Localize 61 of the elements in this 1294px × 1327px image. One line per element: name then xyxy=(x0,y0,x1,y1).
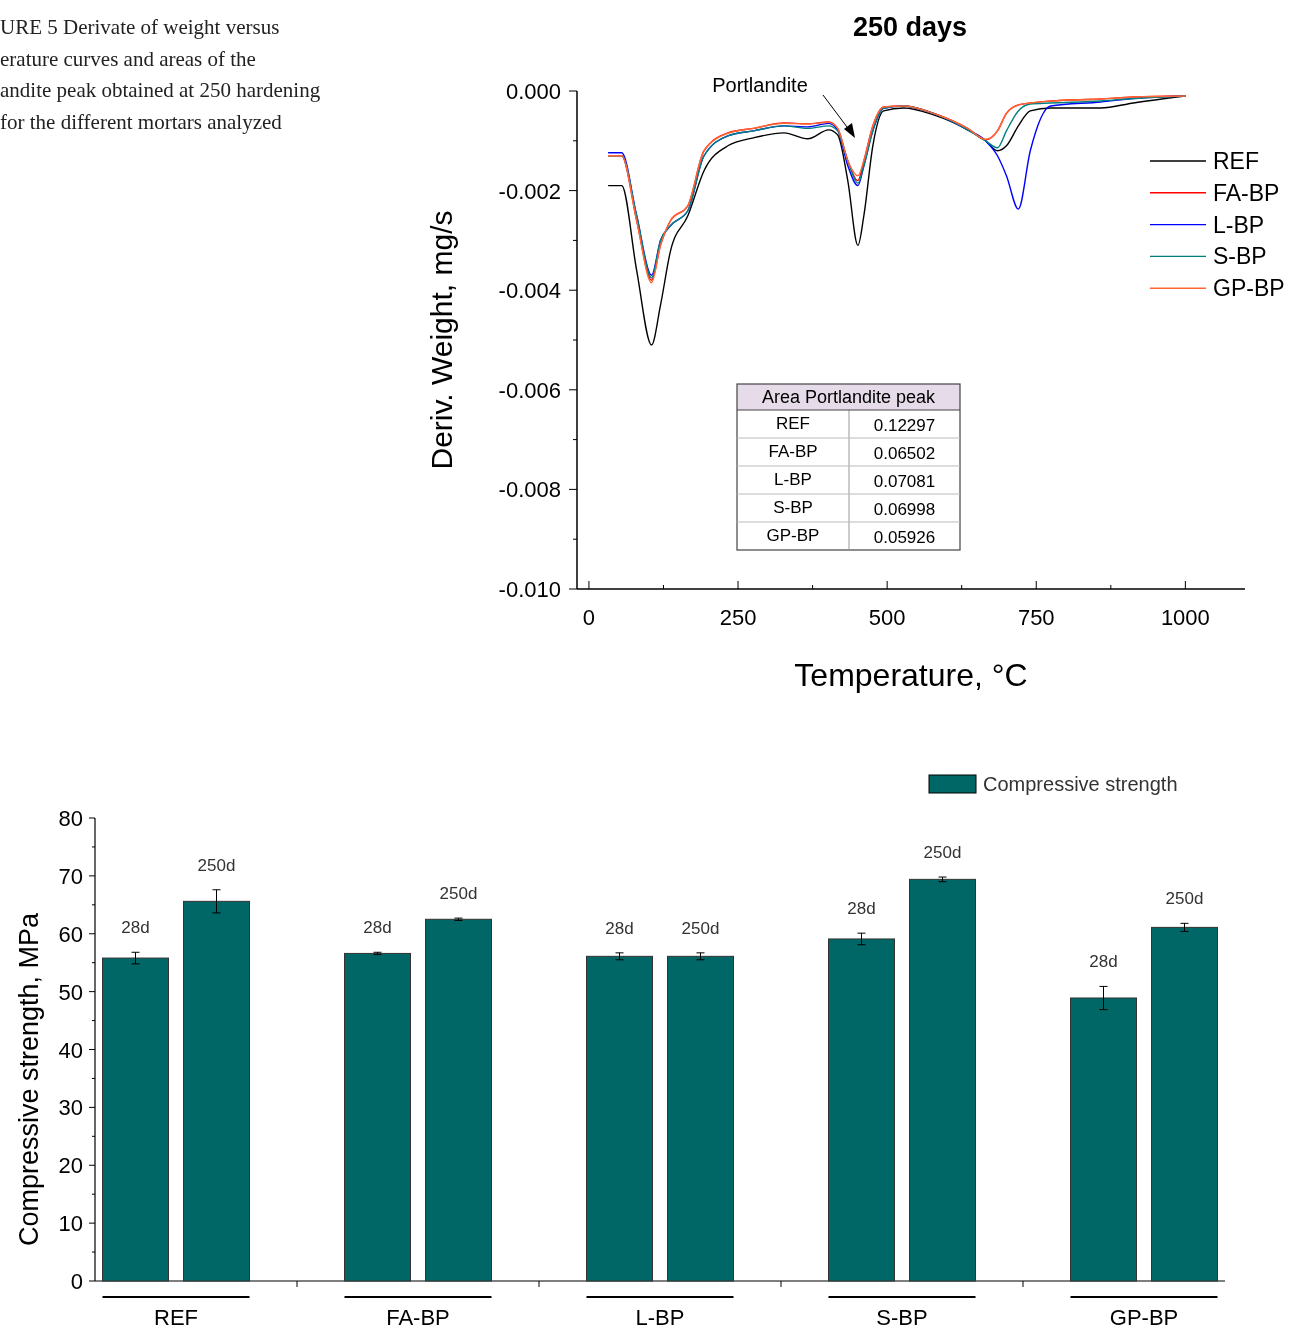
y-axis-title: Compressive strength, MPa xyxy=(14,911,44,1247)
series-label: 28d xyxy=(363,918,392,938)
x-tick-label: GP-BP xyxy=(1109,1305,1179,1327)
legend-label: FA-BP xyxy=(1213,179,1280,206)
y-tick-label: 70 xyxy=(58,863,83,889)
text: 250d xyxy=(1165,889,1204,909)
y-tick-label: -0.008 xyxy=(498,477,561,503)
text: 28d xyxy=(1089,952,1118,972)
series-label: 250d xyxy=(439,884,478,904)
y-tick-label: 80 xyxy=(58,806,83,831)
text: 28d xyxy=(121,918,150,938)
data-label: 0.05926 xyxy=(873,528,936,547)
text: for the different mortars analyzed xyxy=(0,109,283,134)
x-tick-label: 250 xyxy=(719,605,757,630)
y-tick-label: -0.004 xyxy=(498,278,561,304)
y-tick-label: -0.006 xyxy=(498,377,561,403)
x-tick-label: REF xyxy=(154,1305,198,1327)
legend-label: L-BP xyxy=(1213,211,1265,238)
y-axis-title: Deriv. Weight, mg/s xyxy=(425,210,458,470)
text: erature curves and areas of the xyxy=(0,46,256,71)
legend-label: REF xyxy=(1213,148,1259,174)
chart-title: 250 days xyxy=(852,12,968,42)
data-label: 0.07081 xyxy=(873,472,936,491)
y-tick-label: 0.000 xyxy=(505,79,561,104)
text: andite peak obtained at 250 hardening xyxy=(0,78,321,102)
annotation: Portlandite xyxy=(712,74,808,96)
x-tick-label: 750 xyxy=(1017,605,1055,630)
text: URE 5 Derivate of weight versus xyxy=(0,15,280,39)
category-label: REF xyxy=(776,414,810,433)
category-label: GP-BP xyxy=(766,526,820,545)
x-tick-label: L-BP xyxy=(635,1305,685,1327)
x-tick-label: S-BP xyxy=(876,1305,928,1327)
text: 28d xyxy=(847,899,876,919)
data-label: 0.06998 xyxy=(873,500,936,519)
y-tick-label: 50 xyxy=(58,979,83,1005)
y-tick-label: 40 xyxy=(58,1037,83,1063)
x-tick-label: 500 xyxy=(868,605,906,630)
data-label: 0.12297 xyxy=(873,416,936,435)
category-label: S-BP xyxy=(773,498,813,517)
data-label: 0.06502 xyxy=(873,444,936,463)
legend-label: S-BP xyxy=(1213,243,1267,270)
text: 250d xyxy=(923,843,962,863)
y-tick-label: 60 xyxy=(58,921,83,947)
y-tick-label: -0.010 xyxy=(498,577,561,602)
y-tick-label: 20 xyxy=(58,1153,83,1179)
y-tick-label: -0.002 xyxy=(498,178,561,204)
category-label: FA-BP xyxy=(768,442,818,461)
x-tick-label: 1000 xyxy=(1160,605,1210,630)
text: 28d xyxy=(605,918,634,938)
y-tick-label: 10 xyxy=(58,1211,83,1237)
text: 250d xyxy=(197,855,236,875)
x-axis-title: Temperature, °C xyxy=(794,657,1028,693)
x-tick-label: 0 xyxy=(582,605,596,630)
x-tick-label: FA-BP xyxy=(386,1305,450,1327)
text: Area Portlandite peak xyxy=(761,387,937,407)
text: 250d xyxy=(681,918,720,938)
legend-label: GP-BP xyxy=(1213,275,1285,302)
y-tick-label: 0 xyxy=(70,1269,83,1294)
y-tick-label: 30 xyxy=(58,1095,83,1121)
category-label: L-BP xyxy=(774,470,812,489)
legend-title: Compressive strength xyxy=(983,773,1178,795)
